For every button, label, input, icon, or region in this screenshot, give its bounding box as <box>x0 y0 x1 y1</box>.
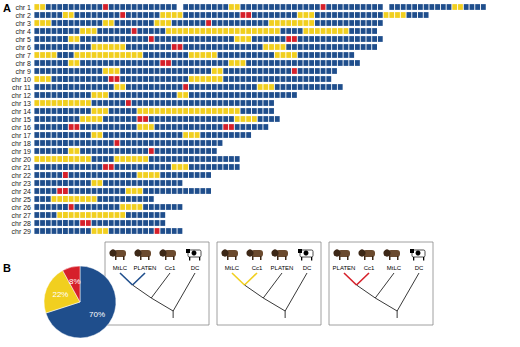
svg-text:70%: 70% <box>89 310 105 319</box>
svg-text:chr 4: chr 4 <box>15 28 31 35</box>
svg-text:chr 18: chr 18 <box>12 140 32 147</box>
svg-text:chr 5: chr 5 <box>15 36 31 43</box>
svg-text:MtLC: MtLC <box>387 265 402 271</box>
svg-text:chr 26: chr 26 <box>12 204 32 211</box>
svg-text:PLATEN: PLATEN <box>333 265 356 271</box>
svg-text:chr 22: chr 22 <box>12 172 32 179</box>
svg-text:chr 25: chr 25 <box>12 196 32 203</box>
svg-text:MtLC: MtLC <box>225 265 240 271</box>
svg-text:Cc1: Cc1 <box>252 265 263 271</box>
svg-text:PLATEN: PLATEN <box>134 265 157 271</box>
svg-text:chr 19: chr 19 <box>12 148 32 155</box>
svg-text:chr 29: chr 29 <box>12 228 32 235</box>
svg-text:PLATEN: PLATEN <box>271 265 294 271</box>
svg-text:chr 12: chr 12 <box>12 92 32 99</box>
svg-text:chr 16: chr 16 <box>12 124 32 131</box>
svg-text:chr 6: chr 6 <box>15 44 31 51</box>
svg-text:chr 11: chr 11 <box>12 84 31 91</box>
svg-text:MtLC: MtLC <box>113 265 128 271</box>
svg-text:chr 8: chr 8 <box>15 60 31 67</box>
svg-text:22%: 22% <box>52 290 68 299</box>
svg-text:chr 17: chr 17 <box>12 132 32 139</box>
svg-text:DC: DC <box>415 265 424 271</box>
svg-text:chr 13: chr 13 <box>12 100 32 107</box>
svg-text:B: B <box>3 262 11 274</box>
svg-text:chr 9: chr 9 <box>15 68 31 75</box>
svg-text:chr 3: chr 3 <box>15 20 31 27</box>
svg-text:chr 7: chr 7 <box>15 52 31 59</box>
svg-text:chr 28: chr 28 <box>12 220 32 227</box>
svg-text:chr 20: chr 20 <box>12 156 32 163</box>
svg-text:chr 1: chr 1 <box>15 4 31 11</box>
svg-text:DC: DC <box>191 265 200 271</box>
svg-text:chr 15: chr 15 <box>12 116 32 123</box>
svg-text:chr 10: chr 10 <box>12 76 32 83</box>
svg-text:A: A <box>3 2 11 14</box>
svg-text:chr 14: chr 14 <box>12 108 32 115</box>
svg-text:chr 27: chr 27 <box>12 212 32 219</box>
svg-text:chr 21: chr 21 <box>12 164 32 171</box>
svg-text:8%: 8% <box>69 277 81 286</box>
svg-text:chr 24: chr 24 <box>12 188 32 195</box>
svg-text:chr 2: chr 2 <box>15 12 31 19</box>
svg-text:Cc1: Cc1 <box>165 265 176 271</box>
svg-text:Cc1: Cc1 <box>364 265 375 271</box>
svg-text:DC: DC <box>303 265 312 271</box>
svg-text:chr 23: chr 23 <box>12 180 32 187</box>
